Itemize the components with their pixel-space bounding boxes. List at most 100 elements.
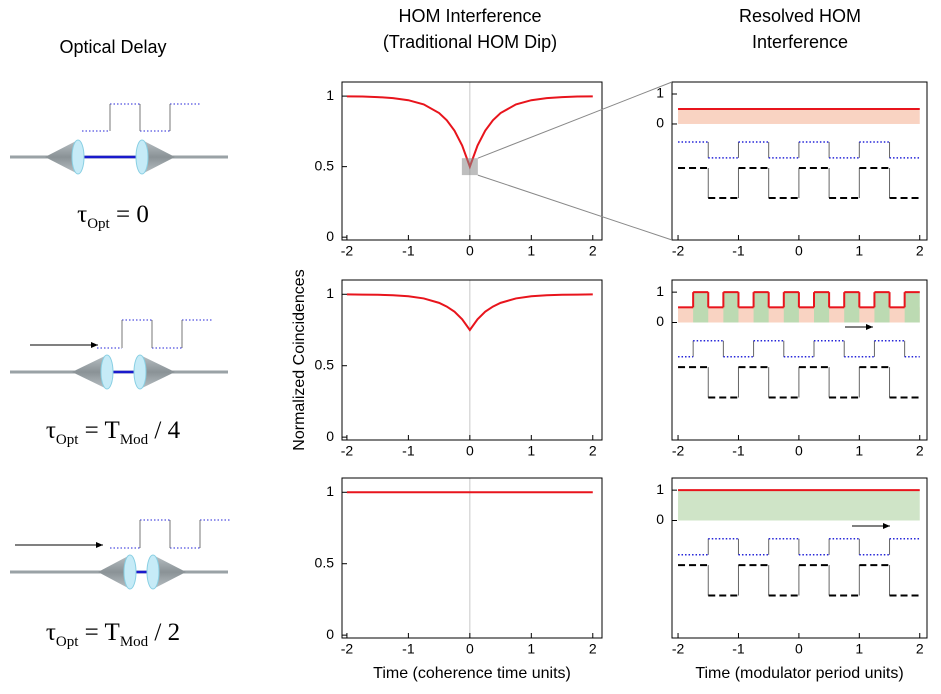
y-tick-label: 0 [656, 115, 664, 131]
y-tick-label: 0.5 [315, 554, 335, 570]
x-tick-label: 1 [855, 243, 863, 259]
plot-border [671, 477, 928, 639]
chart-panel: -2 -1 0 1 2 0 0.5 1 [315, 81, 603, 259]
subscript: Opt [56, 634, 79, 650]
y-tick-label: 0 [326, 626, 334, 642]
x-tick-label: 1 [527, 243, 535, 259]
delay-diagram [10, 519, 230, 590]
plot-area [678, 291, 920, 399]
y-tick-label: 1 [656, 85, 664, 101]
chart-panel: -2 -1 0 1 2 0 0.5 1 Time (coherence time units) [315, 477, 603, 682]
x-tick-label: -1 [402, 641, 415, 657]
subscript: Opt [87, 216, 110, 232]
plot-border [341, 81, 603, 241]
x-tick-label: 2 [589, 641, 597, 657]
y-tick-label: 0 [656, 511, 664, 527]
band [678, 108, 920, 124]
x-axis-label: Time (modulator period units) [695, 665, 903, 682]
plot-area [678, 489, 920, 597]
column-title: Optical Delay [59, 37, 166, 57]
x-axis-label: Time (coherence time units) [373, 665, 571, 682]
band [723, 292, 739, 323]
x-tick-label: 1 [527, 443, 535, 459]
plot-frame [342, 280, 602, 440]
y-tick-label: 1 [326, 483, 334, 499]
column-title: (Traditional HOM Dip) [383, 32, 557, 52]
x-tick-label: -2 [341, 443, 354, 459]
chart-panel: -2 -1 0 1 2 0 1 [656, 81, 928, 259]
x-tick-label: 2 [916, 243, 924, 259]
symbol: τ [46, 619, 56, 646]
x-tick-label: -1 [732, 641, 745, 657]
plot-area [346, 478, 593, 638]
x-tick-label: -2 [672, 243, 685, 259]
y-tick-label: 1 [656, 283, 664, 299]
y-axis-label: Normalized Coincidences [291, 269, 308, 450]
delay-diagram [10, 319, 228, 390]
plot-frame [672, 82, 927, 240]
delay-label: τOpt = TMod / 2 [46, 619, 180, 650]
label-text: = T [78, 619, 119, 646]
x-tick-label: 0 [795, 243, 803, 259]
y-tick-label: 0 [326, 228, 334, 244]
y-tick-label: 0 [656, 313, 664, 329]
x-tick-label: 1 [855, 443, 863, 459]
x-tick-label: -1 [402, 443, 415, 459]
label-text: / 4 [148, 417, 180, 444]
band [904, 292, 920, 323]
x-tick-label: 1 [527, 641, 535, 657]
band [693, 292, 709, 323]
band [844, 292, 860, 323]
band [678, 490, 920, 521]
band [814, 292, 830, 323]
x-tick-label: -1 [732, 243, 745, 259]
x-tick-label: -1 [732, 443, 745, 459]
plot-border [671, 279, 928, 441]
x-tick-label: 2 [589, 443, 597, 459]
chart-panel: -2 -1 0 1 2 0 1 Time (modulator period units) [656, 477, 928, 682]
y-tick-label: 0 [326, 428, 334, 444]
plot-border [671, 81, 928, 241]
plot-frame [342, 478, 602, 638]
zoom-box [461, 158, 478, 176]
plot-area [346, 280, 593, 440]
column-title: Interference [752, 32, 848, 52]
y-tick-label: 1 [656, 481, 664, 497]
x-tick-label: 0 [466, 641, 474, 657]
x-tick-label: 0 [795, 641, 803, 657]
x-tick-label: -1 [402, 243, 415, 259]
label-text: / 2 [148, 619, 180, 646]
x-tick-label: 1 [855, 641, 863, 657]
x-tick-label: -2 [672, 641, 685, 657]
chart-panel: -2 -1 0 1 2 0 0.5 1 Normalized Coincidences [291, 269, 603, 459]
plot-border [341, 279, 603, 441]
y-tick-label: 1 [326, 285, 334, 301]
delay-label: τOpt = TMod / 4 [46, 417, 181, 448]
x-tick-label: 0 [795, 443, 803, 459]
band [783, 292, 799, 323]
zoom-line [477, 174, 673, 241]
plot-border [341, 477, 603, 639]
symbol: τ [77, 201, 87, 228]
x-tick-label: 2 [916, 443, 924, 459]
band [753, 292, 769, 323]
subscript: Mod [120, 432, 149, 448]
subscript: Opt [56, 432, 79, 448]
plot-area [678, 107, 920, 200]
chart-panel: -2 -1 0 1 2 0 1 [656, 279, 928, 459]
x-tick-label: -2 [341, 243, 354, 259]
symbol: τ [46, 417, 56, 444]
y-tick-label: 1 [326, 87, 334, 103]
data-line [346, 293, 593, 332]
y-tick-label: 0.5 [315, 356, 335, 372]
delay-label: τOpt = 0 [77, 201, 149, 232]
label-text: = 0 [110, 201, 149, 228]
zoom-line [477, 81, 673, 159]
delay-diagram [10, 103, 228, 175]
label-text: = T [78, 417, 119, 444]
column-title: HOM Interference [398, 6, 541, 26]
subscript: Mod [120, 634, 149, 650]
band [874, 292, 890, 323]
y-tick-label: 0.5 [315, 157, 335, 173]
